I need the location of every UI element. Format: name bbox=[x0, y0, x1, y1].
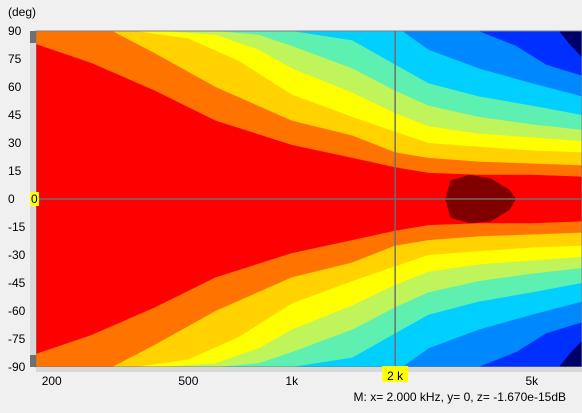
cursor-x-value: 2 k bbox=[387, 369, 404, 383]
cursor-readout: M: x= 2.000 kHz, y= 0, z= -1.670e-15dB bbox=[354, 390, 566, 404]
x-range-slider[interactable] bbox=[36, 367, 582, 372]
y-tick-label: 60 bbox=[8, 80, 22, 94]
y-tick-label: -45 bbox=[8, 276, 26, 290]
y-axis-label: (deg) bbox=[8, 5, 36, 19]
y-tick-label: 15 bbox=[8, 164, 22, 178]
y-tick-label: 0 bbox=[8, 192, 15, 206]
cursor-y-value: 0 bbox=[31, 192, 38, 206]
y-range-slider-bottom-handle[interactable] bbox=[30, 355, 36, 367]
x-tick-label: 200 bbox=[42, 374, 62, 388]
level-band-5 bbox=[215, 31, 582, 367]
y-tick-label: 90 bbox=[8, 24, 22, 38]
y-tick-label: -90 bbox=[8, 360, 26, 374]
y-tick-label: -15 bbox=[8, 220, 26, 234]
y-tick-label: 75 bbox=[8, 52, 22, 66]
y-tick-label: 30 bbox=[8, 136, 22, 150]
y-axis: 90 75 60 45 30 15 0 -15 -30 -45 -60 -75 -90 bbox=[8, 24, 26, 374]
y-tick-label: 45 bbox=[8, 108, 22, 122]
x-axis: 200 500 1k 5k bbox=[42, 374, 539, 388]
y-tick-label: -60 bbox=[8, 304, 26, 318]
level-band-8 bbox=[478, 31, 582, 367]
x-tick-label: 500 bbox=[178, 374, 198, 388]
y-tick-label: -30 bbox=[8, 248, 26, 262]
y-tick-label: -75 bbox=[8, 332, 26, 346]
plot-area[interactable] bbox=[30, 30, 582, 372]
cursor-x-badge bbox=[382, 366, 409, 382]
cursor[interactable]: 0 2 k bbox=[30, 31, 582, 383]
y-range-slider-top-handle[interactable] bbox=[30, 31, 36, 43]
cursor-y-badge bbox=[30, 192, 39, 206]
x-tick-label: 5k bbox=[525, 374, 539, 388]
x-tick-label: 1k bbox=[285, 374, 299, 388]
